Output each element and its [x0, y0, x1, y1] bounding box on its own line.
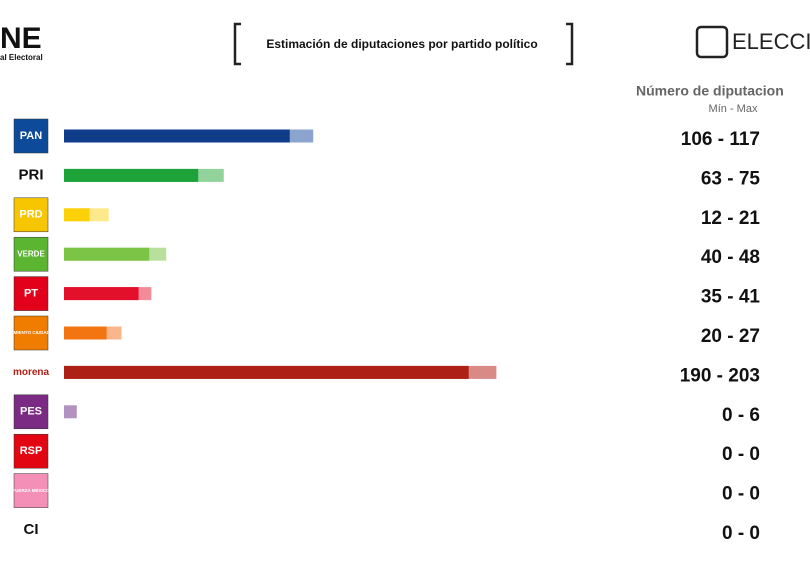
party-label: RSP	[20, 445, 43, 457]
party-logo	[13, 118, 49, 154]
value-label: 63 - 75	[701, 168, 761, 189]
value-label: 0 - 0	[722, 523, 760, 544]
brand-icon	[695, 25, 729, 59]
party-label: PT	[24, 288, 38, 300]
bar-min	[64, 287, 139, 301]
bar-min	[64, 208, 90, 222]
party-logo	[13, 197, 49, 233]
party-label: VERDE	[17, 249, 45, 258]
bar-max	[64, 405, 77, 419]
value-label: 190 - 203	[680, 365, 760, 386]
value-label: 40 - 48	[701, 247, 760, 268]
party-logo	[13, 236, 49, 272]
bar-min	[64, 129, 290, 143]
party-logo	[13, 276, 49, 311]
value-label: 0 - 0	[722, 484, 760, 505]
party-logo	[13, 433, 49, 469]
party-label: morena	[13, 367, 50, 378]
party-label: CI	[24, 521, 39, 538]
brand: ELECCION	[732, 29, 810, 54]
logo-sub: al Electoral	[0, 53, 43, 62]
value-header: Número de diputacion	[636, 83, 784, 99]
logo-main: NE	[0, 22, 42, 55]
bar-min	[64, 168, 199, 182]
party-label: PRI	[18, 166, 43, 183]
bar-min	[64, 365, 469, 379]
bar-min	[64, 326, 107, 340]
party-label: PRD	[19, 209, 42, 221]
bar-min	[64, 247, 150, 261]
party-logo	[13, 394, 49, 430]
value-label: 0 - 6	[722, 405, 760, 426]
value-label: 35 - 41	[701, 287, 761, 308]
party-label: FUERZA MÉXICO	[12, 486, 50, 493]
value-label: 0 - 0	[722, 444, 760, 465]
party-logo	[13, 315, 49, 351]
party-label: PAN	[20, 130, 42, 142]
title-brackets	[233, 22, 574, 66]
value-label: 20 - 27	[701, 326, 760, 347]
party-label: MOVIMIENTO CIUDADANO	[2, 330, 60, 335]
subtitle: Mín - Max	[709, 103, 758, 115]
chart-title: Estimación de diputaciones por partido p…	[266, 37, 537, 51]
party-label: PES	[20, 406, 42, 418]
value-label: 12 - 21	[701, 208, 761, 229]
value-label: 106 - 117	[681, 129, 760, 150]
party-logo	[13, 473, 49, 508]
